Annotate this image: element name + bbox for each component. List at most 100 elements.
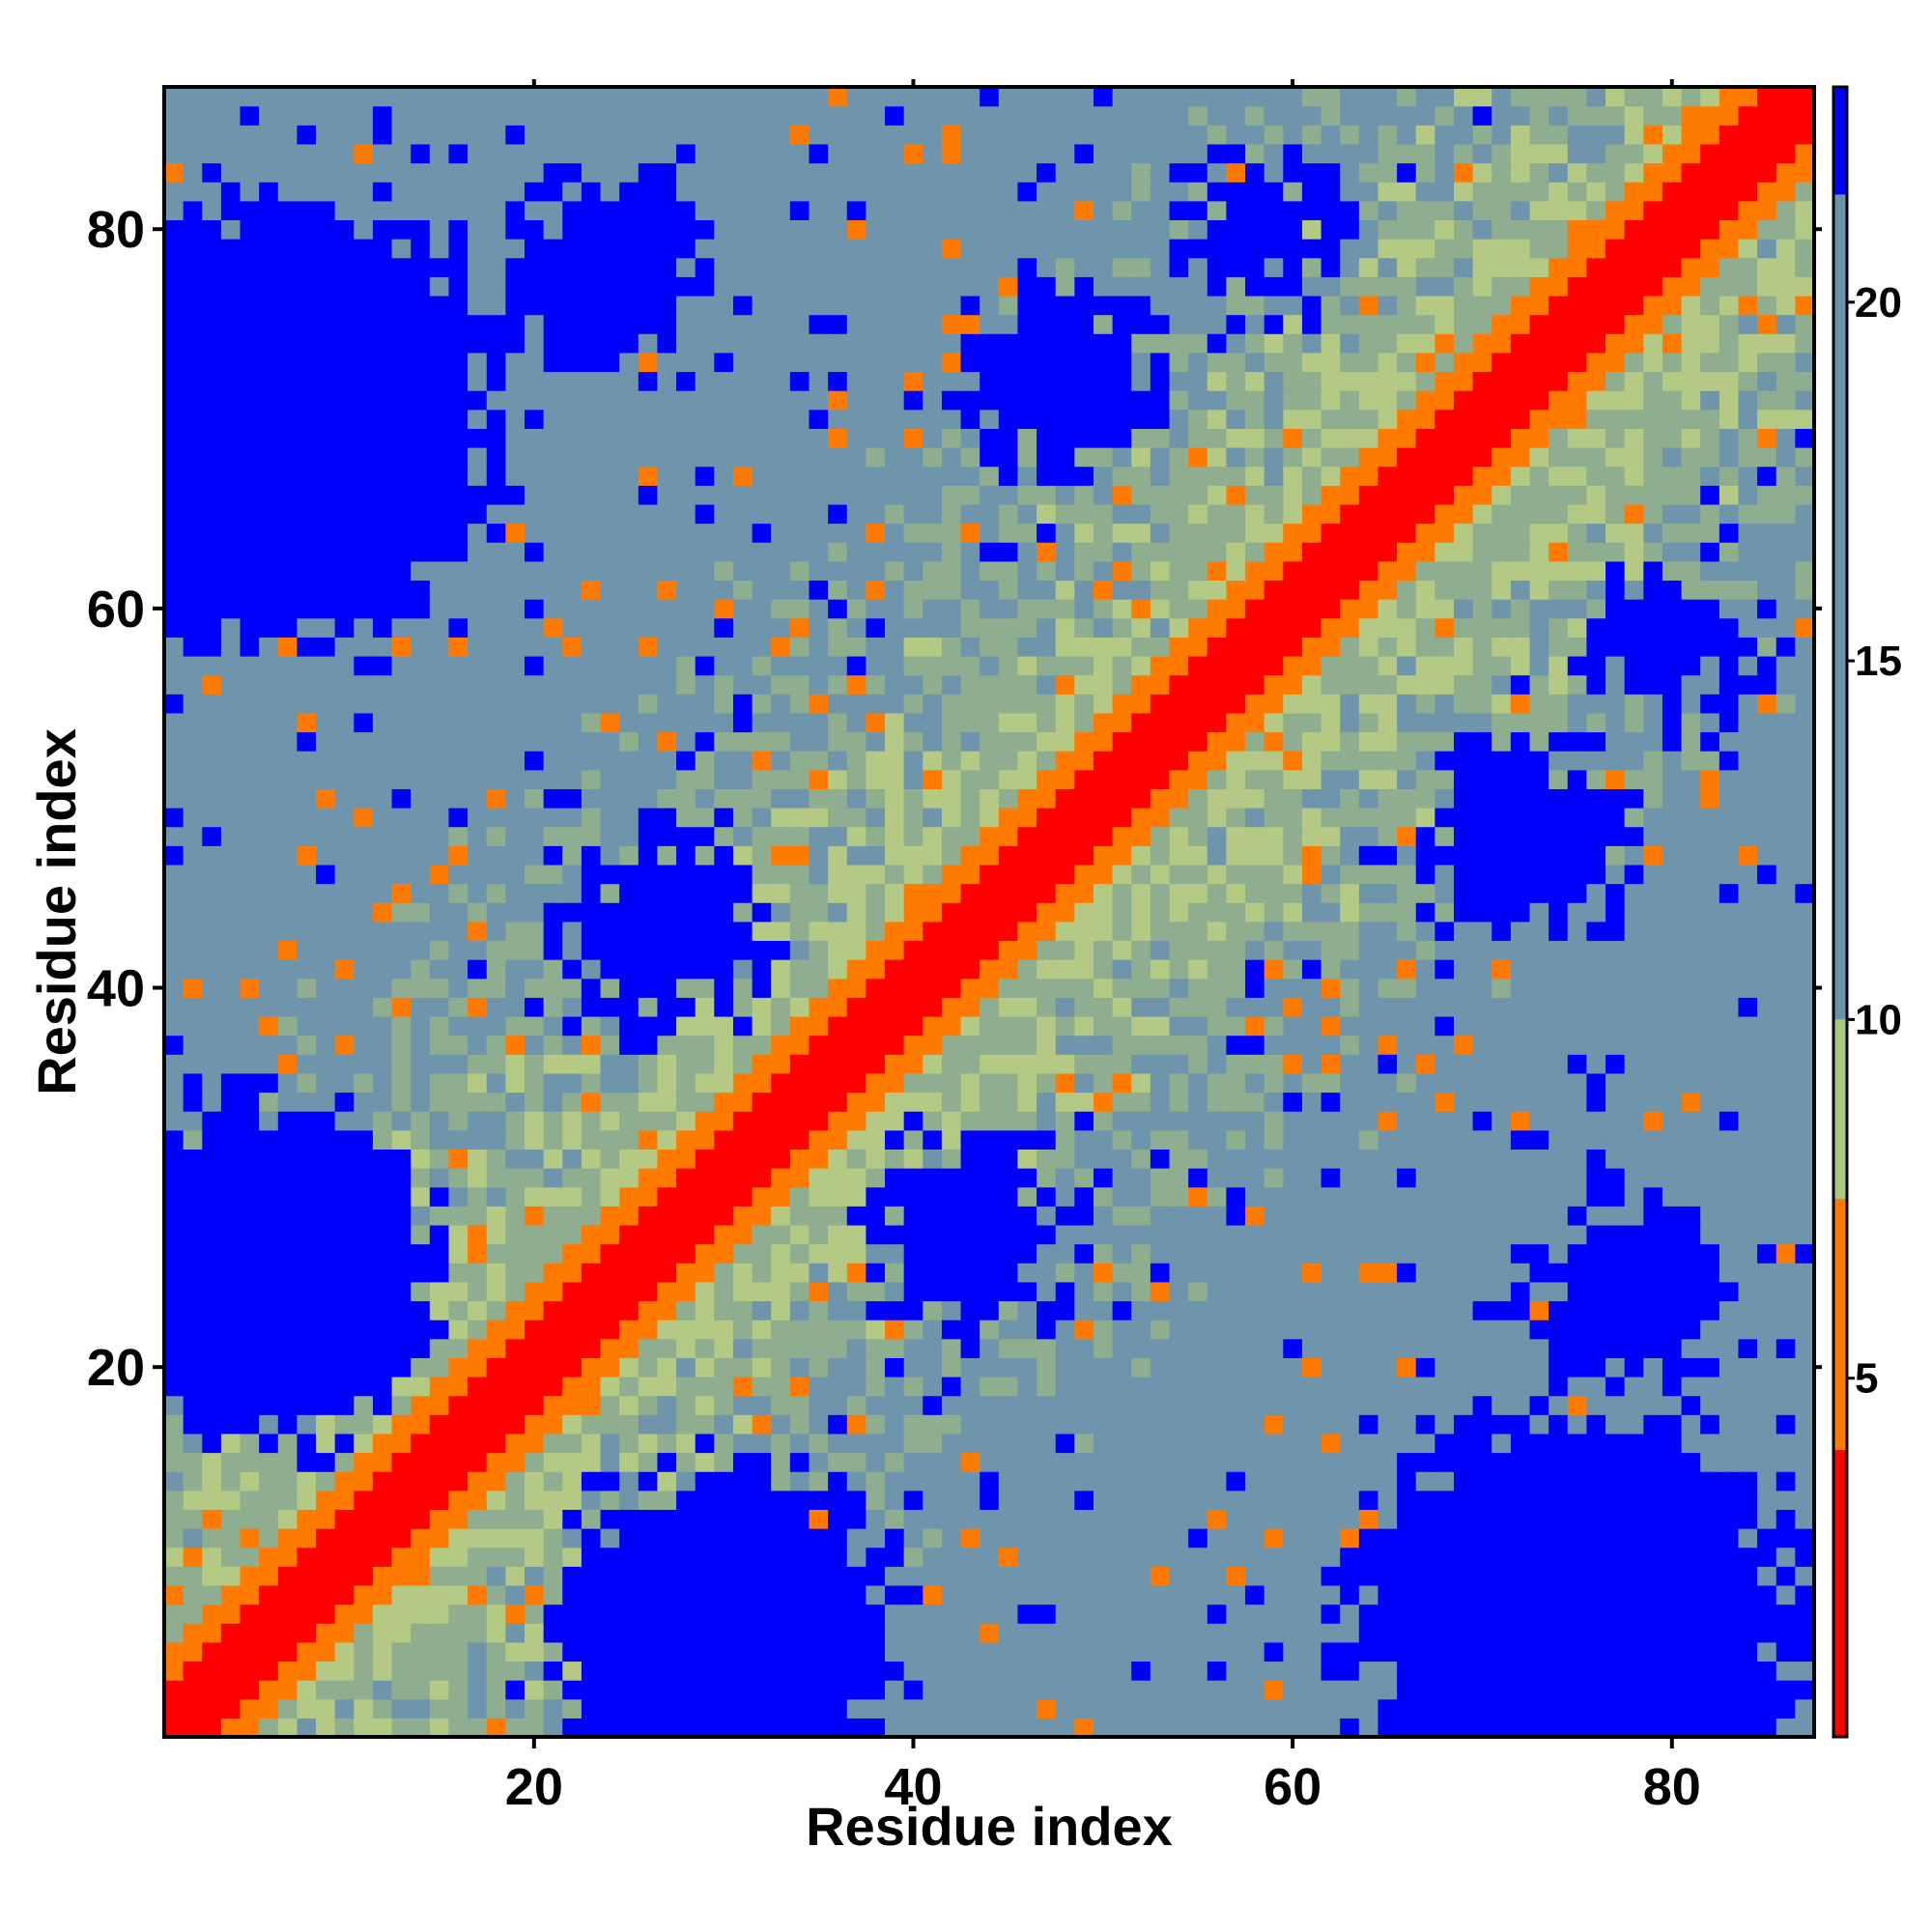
heatmap-cell xyxy=(695,1168,715,1188)
heatmap-cell xyxy=(1605,1509,1626,1529)
heatmap-cell xyxy=(1150,674,1171,695)
heatmap-cell xyxy=(866,826,886,846)
heatmap-cell xyxy=(429,1566,450,1586)
heatmap-cell xyxy=(1529,1206,1549,1226)
heatmap-cell xyxy=(543,845,563,866)
heatmap-cell xyxy=(695,1263,715,1283)
heatmap-cell xyxy=(411,1054,431,1074)
heatmap-cell xyxy=(1112,1376,1132,1397)
heatmap-cell xyxy=(1017,1718,1037,1738)
heatmap-cell xyxy=(1207,1641,1227,1662)
heatmap-cell xyxy=(1169,1072,1189,1094)
heatmap-cell xyxy=(1662,655,1683,676)
heatmap-cell xyxy=(1264,694,1284,714)
heatmap-cell xyxy=(240,1149,260,1169)
heatmap-cell xyxy=(789,1092,810,1112)
heatmap-cell xyxy=(316,1015,336,1037)
heatmap-cell xyxy=(1776,1547,1796,1567)
heatmap-cell xyxy=(714,1015,734,1037)
heatmap-cell xyxy=(1586,902,1606,923)
heatmap-cell xyxy=(240,1111,260,1131)
heatmap-cell xyxy=(1188,1566,1208,1586)
heatmap-cell xyxy=(1586,674,1606,695)
heatmap-cell xyxy=(846,902,867,923)
heatmap-cell xyxy=(429,1129,450,1150)
heatmap-cell xyxy=(1700,845,1720,866)
heatmap-cell xyxy=(581,637,602,657)
heatmap-cell xyxy=(1681,1035,1701,1055)
heatmap-cell xyxy=(923,1661,943,1681)
heatmap-cell xyxy=(1472,1186,1492,1207)
heatmap-cell xyxy=(1776,1224,1796,1245)
heatmap-cell xyxy=(164,1414,185,1435)
heatmap-cell xyxy=(1301,864,1322,885)
heatmap-cell xyxy=(1529,845,1549,866)
heatmap-cell xyxy=(771,1224,791,1245)
heatmap-cell xyxy=(1207,1111,1227,1131)
heatmap-cell xyxy=(1340,864,1360,885)
heatmap-cell xyxy=(1567,902,1588,923)
heatmap-cell xyxy=(846,864,867,885)
heatmap-cell xyxy=(1321,1149,1341,1169)
heatmap-cell xyxy=(638,1338,659,1358)
heatmap-cell xyxy=(581,978,602,998)
heatmap-cell xyxy=(1055,655,1075,676)
heatmap-cell xyxy=(885,959,905,980)
heatmap-cell xyxy=(1681,826,1701,846)
heatmap-cell xyxy=(1492,1623,1512,1643)
heatmap-cell xyxy=(1472,751,1492,771)
heatmap-cell xyxy=(1472,1015,1492,1037)
heatmap-cell xyxy=(732,902,753,923)
heatmap-cell xyxy=(1358,1054,1379,1074)
heatmap-cell xyxy=(1378,1054,1398,1074)
heatmap-cell xyxy=(316,712,336,733)
heatmap-cell xyxy=(220,1281,242,1302)
heatmap-cell xyxy=(1264,1395,1284,1415)
heatmap-cell xyxy=(1226,1452,1246,1472)
heatmap-cell xyxy=(411,1129,431,1150)
heatmap-cell xyxy=(1169,1490,1189,1511)
heatmap-cell xyxy=(1643,1111,1663,1131)
heatmap-cell xyxy=(1188,1641,1208,1662)
heatmap-cell xyxy=(1340,1680,1360,1700)
heatmap-cell xyxy=(1226,826,1246,846)
heatmap-cell xyxy=(1624,712,1644,733)
heatmap-cell xyxy=(1586,1054,1606,1074)
heatmap-cell xyxy=(809,751,829,771)
heatmap-cell xyxy=(202,731,222,752)
heatmap-cell xyxy=(1472,1414,1492,1435)
heatmap-cell xyxy=(600,1623,620,1643)
heatmap-cell xyxy=(923,1433,943,1454)
heatmap-cell xyxy=(638,1680,659,1700)
heatmap-cell xyxy=(1624,769,1644,789)
heatmap-cell xyxy=(1378,1414,1398,1435)
heatmap-cell xyxy=(885,1452,905,1472)
heatmap-cell xyxy=(1378,788,1398,809)
heatmap-cell xyxy=(903,788,923,809)
heatmap-cell xyxy=(1567,694,1588,714)
heatmap-cell xyxy=(429,1414,450,1435)
heatmap-cell xyxy=(828,845,848,866)
heatmap-cell xyxy=(714,655,734,676)
heatmap-cell xyxy=(828,694,848,714)
heatmap-cell xyxy=(1662,1718,1683,1738)
heatmap-cell xyxy=(354,845,374,866)
heatmap-cell xyxy=(1378,1623,1398,1643)
heatmap-cell xyxy=(1415,1584,1435,1605)
heatmap-cell xyxy=(505,1320,526,1340)
heatmap-cell xyxy=(1017,978,1037,998)
heatmap-cell xyxy=(998,1528,1019,1548)
heatmap-cell xyxy=(259,1320,279,1340)
heatmap-cell xyxy=(1131,1129,1151,1150)
heatmap-cell xyxy=(1719,826,1740,846)
heatmap-cell xyxy=(1624,1129,1644,1150)
heatmap-cell xyxy=(1681,1661,1701,1681)
heatmap-cell xyxy=(391,1623,412,1643)
heatmap-cell xyxy=(505,959,526,980)
heatmap-cell xyxy=(1795,674,1815,695)
heatmap-cell xyxy=(259,1718,279,1738)
heatmap-cell xyxy=(1415,1641,1435,1662)
heatmap-cell xyxy=(1226,1471,1246,1492)
heatmap-cell xyxy=(525,731,545,752)
heatmap-cell xyxy=(1093,883,1114,903)
